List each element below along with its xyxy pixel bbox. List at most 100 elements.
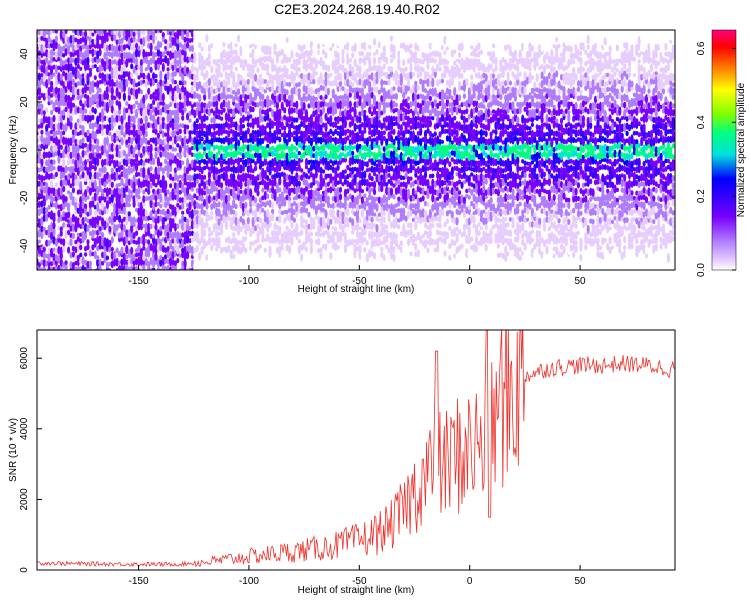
spectrogram-cell [69, 84, 73, 93]
spectrogram-cell [120, 37, 124, 44]
spectrogram-cell [166, 109, 170, 114]
spectrogram-cell [74, 216, 78, 225]
spectrogram-cell [84, 57, 88, 66]
spectrogram-cell [181, 54, 185, 65]
spectrogram-cell [122, 106, 126, 117]
spectrogram-cell [127, 110, 131, 116]
spectrogram-cell [166, 231, 170, 239]
spectrogram-cell [314, 96, 318, 101]
spectrogram-cell [212, 45, 216, 51]
spectrogram-cell [88, 114, 92, 123]
spectrogram-cell [93, 220, 97, 229]
spectrogram-cell [137, 102, 141, 111]
spectrogram-cell [40, 243, 44, 250]
spectrogram-cell [409, 43, 413, 49]
spectrogram-cell [142, 30, 146, 36]
spectrogram-cell [40, 103, 44, 110]
spectrogram-cell [113, 109, 117, 119]
spectrogram-cell [113, 159, 117, 169]
spectrogram-cell [152, 157, 156, 166]
spectrogram-cell [50, 135, 54, 142]
spectrogram-cell [183, 49, 187, 58]
spectrogram-cell [50, 30, 54, 34]
spectrogram-cell [62, 179, 66, 186]
spectrogram-cell [358, 218, 362, 224]
spectrogram-cell [86, 129, 90, 135]
spectrogram-cell [385, 253, 389, 259]
spectrogram-cell [176, 231, 180, 239]
spectrogram-cell [200, 217, 204, 224]
spectrogram-cell [285, 71, 289, 80]
spectrogram-cell [103, 42, 107, 52]
spectrogram-cell [125, 71, 129, 77]
spectrogram-cell [183, 144, 187, 153]
spectrogram-cell [169, 191, 173, 201]
spectrogram-cell [406, 30, 411, 35]
spectrogram-cell [156, 30, 160, 34]
spectrogram-cell [300, 229, 304, 236]
spectrogram-cell [52, 57, 56, 62]
spectrogram-cell [103, 251, 107, 261]
spectrogram-cell [71, 129, 75, 136]
spectrogram-cell [188, 30, 192, 33]
spectrogram-cell [169, 115, 173, 121]
spectrogram-cell [110, 78, 114, 88]
spectrogram-cell [120, 149, 124, 158]
spectrogram-cell [295, 100, 299, 109]
spectrogram-cell [166, 245, 170, 252]
spectrogram-cell [431, 77, 435, 88]
spectrogram-cell [110, 247, 114, 252]
spectrogram-cell [64, 223, 68, 229]
spectrogram-cell [98, 208, 102, 216]
spectrogram-cell [101, 123, 105, 131]
spectrogram-cell [164, 45, 168, 50]
spectrogram-cell [450, 33, 454, 42]
spectrogram-cell [399, 53, 403, 59]
spectrogram-cell [156, 61, 160, 71]
spectrogram-cell [317, 237, 321, 246]
spectrogram-cell [71, 30, 75, 34]
spectrogram-cell [173, 85, 177, 92]
spectrogram-cell [161, 245, 165, 253]
spectrogram-cell [171, 259, 175, 266]
spectrogram-cell [52, 174, 56, 180]
spectrogram-cell [74, 260, 78, 266]
spectrogram-cell [139, 258, 143, 266]
spectrogram-cell [76, 143, 80, 153]
spectrogram-cell [149, 114, 153, 121]
spectrogram-cell [285, 225, 289, 231]
spectrogram-cell [132, 35, 136, 43]
spectrogram-cell [178, 48, 182, 59]
spectrogram-cell [88, 179, 92, 188]
spectrogram-cell [244, 247, 248, 254]
spectrogram-cell [118, 174, 122, 180]
spectrogram-cell [40, 206, 44, 215]
spectrogram-cell [62, 171, 66, 179]
spectrogram-cell [135, 129, 139, 139]
spectrogram-cell [91, 187, 95, 193]
spectrogram-cell [156, 243, 160, 252]
spectrogram-cell [152, 258, 156, 269]
spectrogram-cell [156, 208, 160, 215]
spectrogram-cell [74, 177, 78, 187]
spectrogram-cell [93, 210, 97, 216]
spectrogram-cell [351, 82, 355, 88]
spectrogram-cell [186, 202, 190, 208]
spectrogram-cell [57, 130, 61, 135]
spectrogram-cell [91, 129, 95, 140]
spectrogram-cell [406, 96, 411, 101]
spectrogram-cell [57, 257, 61, 264]
spectrogram-cell [88, 152, 92, 160]
spectrogram-cell [64, 63, 68, 71]
spectrogram-cell [120, 57, 124, 66]
spectrogram-cell [37, 220, 42, 229]
spectrogram-cell [96, 255, 100, 260]
spectrogram-cell [69, 42, 73, 48]
spectrogram-cell [50, 266, 54, 270]
spectrogram-cell [98, 226, 102, 231]
spectrogram-cell [156, 201, 160, 206]
spectrogram-cell [147, 215, 151, 221]
spectrogram-cell [130, 63, 134, 70]
spectrogram-cell [135, 207, 139, 213]
spectrogram-cell [285, 89, 289, 96]
